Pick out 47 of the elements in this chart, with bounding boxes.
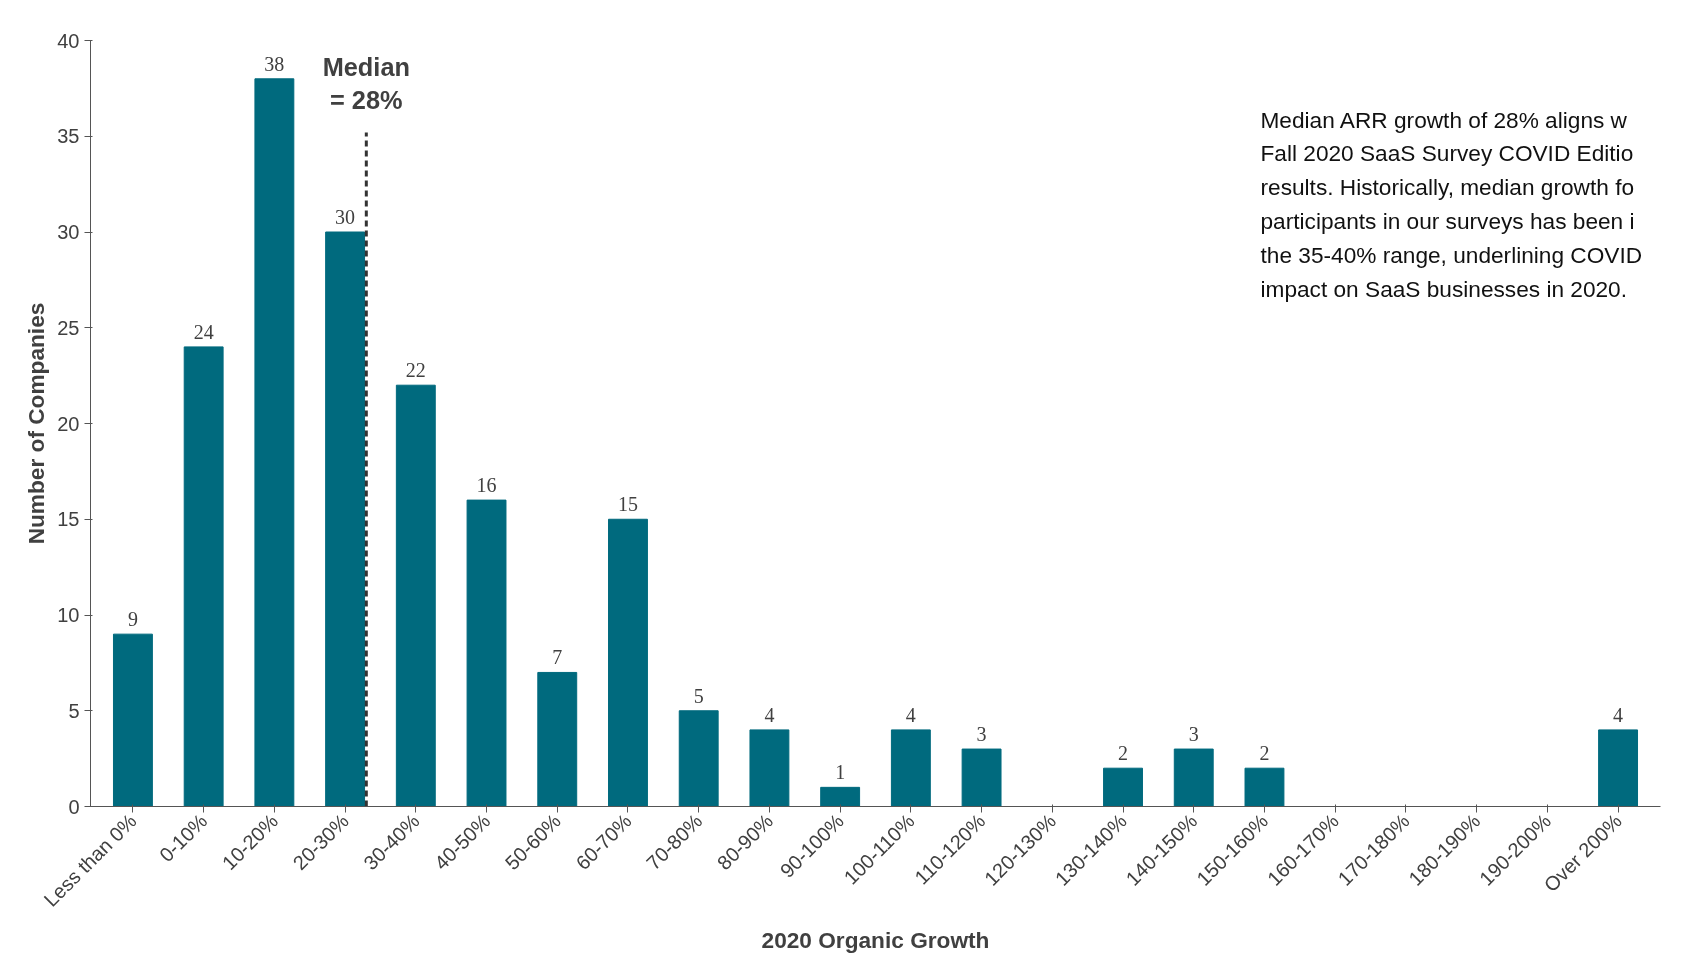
bar	[466, 499, 507, 807]
data-label: 38	[264, 52, 285, 75]
data-label: 15	[617, 493, 638, 516]
data-label: 7	[552, 646, 563, 669]
x-axis-title: 2020 Organic Growth	[761, 926, 990, 953]
data-label: 4	[764, 703, 775, 726]
bar	[608, 518, 648, 807]
data-label: 24	[193, 320, 214, 343]
y-tick-label: 35	[57, 125, 80, 148]
annotation: Median ARR growth of 28% aligns w Fall 2020 SaaS Survey COVID Editio results. Historically, median growth fo participants in our surveys has been i the 35-40% range, underlining COVID impact on SaaS businesses in 2020.	[1260, 106, 1643, 302]
bar	[1244, 767, 1285, 807]
y-tick-label: 5	[68, 699, 80, 722]
data-label: 3	[1188, 723, 1199, 746]
data-label: 4	[1613, 703, 1624, 726]
y-tick-label: 30	[57, 221, 80, 243]
data-label: 1	[835, 761, 846, 784]
bar	[254, 78, 295, 807]
bar	[1103, 767, 1143, 807]
y-tick-label: 10	[57, 604, 80, 626]
data-label: 30	[335, 206, 356, 228]
bar	[395, 384, 436, 807]
bar	[537, 671, 578, 807]
y-tick-label: 25	[57, 316, 80, 339]
y-tick-label: 40	[57, 29, 80, 52]
bar	[112, 633, 153, 807]
y-tick-label: 20	[57, 412, 80, 435]
data-label: 16	[476, 474, 497, 497]
data-label: 2	[1118, 742, 1129, 765]
data-label: 3	[976, 723, 987, 746]
bar	[1173, 748, 1214, 807]
y-tick-label: 15	[57, 508, 80, 531]
bar	[183, 346, 224, 807]
bar	[749, 729, 790, 807]
ref-line-label: Median = 28%	[322, 52, 410, 115]
bar	[961, 748, 1002, 807]
bar	[820, 786, 861, 807]
y-axis-title: Number of Companies	[23, 302, 50, 545]
bar	[890, 729, 931, 807]
data-label: 2	[1259, 742, 1270, 765]
data-label: 9	[127, 608, 138, 631]
data-label: 4	[905, 703, 916, 726]
y-tick-label: 0	[68, 795, 80, 818]
bar	[678, 710, 719, 807]
data-label: 22	[405, 359, 426, 382]
bar	[1598, 729, 1639, 807]
data-label: 5	[693, 684, 704, 707]
bar	[325, 231, 366, 807]
